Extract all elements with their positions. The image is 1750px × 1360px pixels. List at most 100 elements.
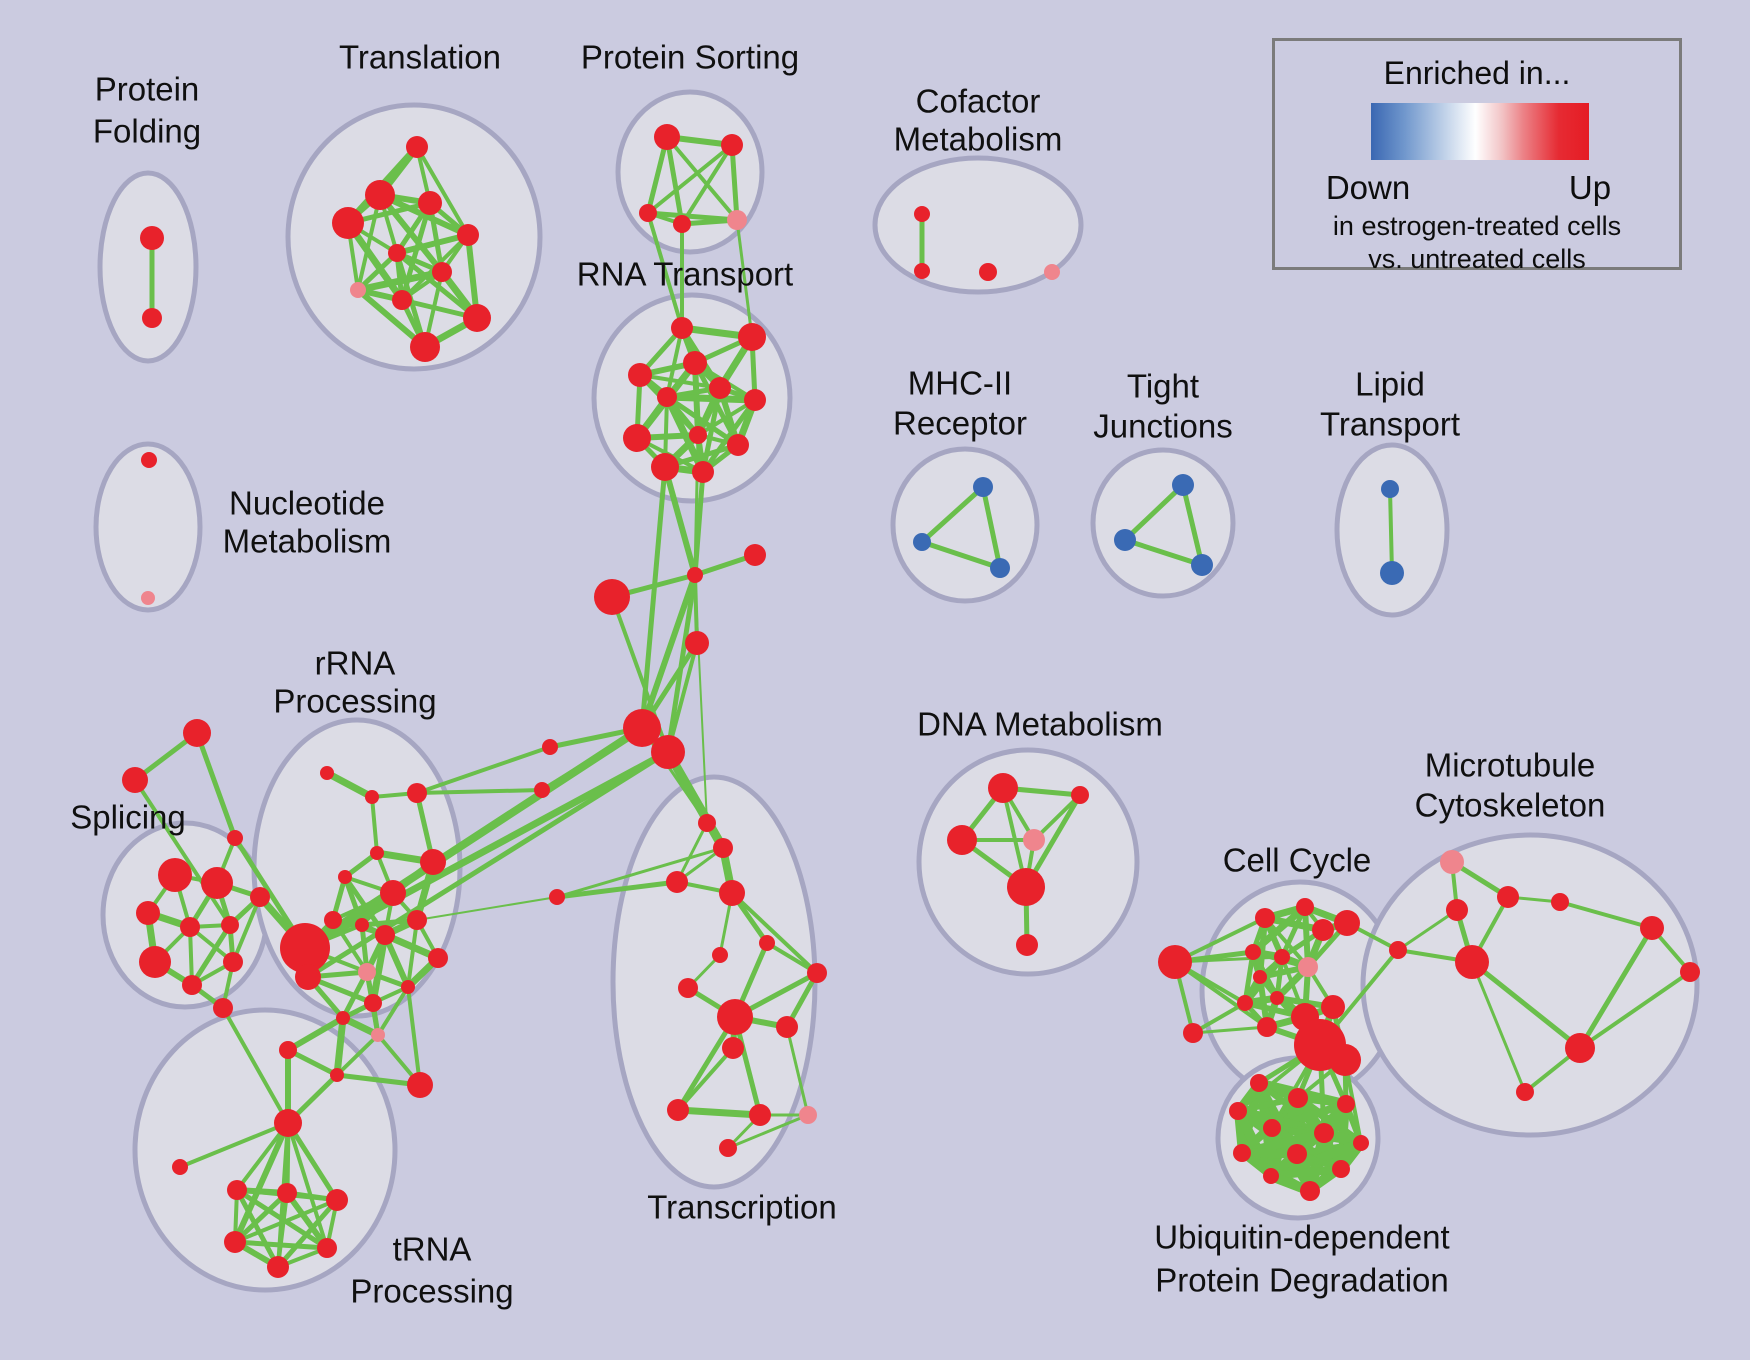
connector-edge <box>1396 908 1459 952</box>
protein-folding-label: Protein <box>95 71 200 108</box>
splicing-rrna-core-edge <box>231 895 262 964</box>
cell-cycle-edge <box>1302 904 1311 970</box>
splicing-rrna-core-edge <box>406 918 419 989</box>
cell-cycle-node <box>1296 898 1314 916</box>
trna-processing-label: Processing <box>350 1273 513 1310</box>
transcription-edge <box>555 846 725 899</box>
protein-sorting-node <box>673 215 691 233</box>
rna-transport-node <box>744 389 766 411</box>
ubiquitin-degradation-node <box>1314 1123 1334 1143</box>
splicing-rrna-core-node <box>355 918 369 932</box>
splicing-rrna-core-node <box>158 858 192 892</box>
connector-edge <box>334 1072 423 1088</box>
cell-cycle-node <box>1257 1017 1277 1037</box>
rna-transport-node <box>683 351 707 375</box>
splicing-rrna-core-edge <box>323 769 376 801</box>
rna-transport-node <box>651 453 679 481</box>
ubiquitin-degradation-label: Protein Degradation <box>1155 1262 1449 1299</box>
connectors-node <box>651 735 685 769</box>
rna-transport-node <box>727 434 749 456</box>
connector-edge <box>662 464 698 578</box>
cell-cycle-edge <box>1279 904 1308 960</box>
cofactor-metabolism-node <box>1044 264 1060 280</box>
dna-metabolism-node <box>1023 829 1045 851</box>
microtubule-cytoskeleton-node <box>1551 893 1569 911</box>
trna-processing-edge <box>285 1120 340 1203</box>
transcription-edge <box>675 821 709 884</box>
rna-transport-node <box>709 377 731 399</box>
translation-node <box>392 290 412 310</box>
microtubule-cytoskeleton-node <box>1497 886 1519 908</box>
cofactor-metabolism-label: Cofactor <box>916 83 1041 120</box>
lipid-transport-label: Lipid <box>1355 366 1425 403</box>
rna-transport-node <box>657 387 677 407</box>
ubiquitin-degradation-node <box>1233 1144 1251 1162</box>
connector-edge <box>666 641 699 754</box>
cofactor-metabolism-node <box>914 206 930 222</box>
rna-transport-edge <box>700 397 758 475</box>
transcription-node <box>799 1106 817 1124</box>
translation-node <box>350 282 366 298</box>
transcription-node <box>666 871 688 893</box>
mhc-ii-receptor-node <box>990 558 1010 578</box>
transcription-edge <box>730 891 819 975</box>
legend-down-label: Down <box>1325 169 1411 206</box>
transcription-node <box>719 1139 737 1157</box>
microtubule-cytoskeleton-edge <box>1578 970 1692 1050</box>
splicing-rrna-core-node <box>401 980 415 994</box>
splicing-rrna-core-edge <box>376 985 410 1037</box>
trna-processing-node <box>326 1189 348 1211</box>
connector-edge <box>305 749 671 980</box>
connector-edge <box>694 574 708 824</box>
splicing-rrna-core-node <box>201 867 233 899</box>
cell-cycle-node <box>1274 949 1290 965</box>
cell-cycle-edge <box>1249 903 1309 956</box>
transcription-edge <box>676 1046 735 1112</box>
splicing-rrna-core-node <box>136 901 160 925</box>
tight-junctions-ellipse <box>1090 447 1236 599</box>
splicing-rrna-core-edge <box>370 795 379 855</box>
connectors-node <box>687 567 703 583</box>
transcription-node <box>667 1099 689 1121</box>
splicing-rrna-core-node <box>295 964 321 990</box>
ubiquitin-degradation-node <box>1263 1168 1279 1184</box>
splicing-rrna-core-node <box>407 1072 433 1098</box>
legend-up-label: Up <box>1568 169 1612 206</box>
rna-transport-node <box>623 424 651 452</box>
rrna-processing-label: rRNA <box>315 645 396 682</box>
trna-processing-edge <box>235 1121 290 1192</box>
connector-edge <box>646 211 684 330</box>
transcription-node <box>698 814 716 832</box>
mhc-ii-receptor-label: Receptor <box>893 405 1027 442</box>
protein-folding-node <box>140 226 164 250</box>
microtubule-cytoskeleton-node <box>1455 945 1489 979</box>
cofactor-metabolism-node <box>914 263 930 279</box>
dna-metabolism-node <box>1071 786 1089 804</box>
legend-subtitle-2: vs. untreated cells <box>1368 244 1586 274</box>
trna-processing-node <box>277 1183 297 1203</box>
connectors-node <box>1158 945 1192 979</box>
transcription-edge <box>726 1113 810 1150</box>
splicing-label: Splicing <box>70 799 186 836</box>
protein-folding-label: Folding <box>93 113 201 150</box>
splicing-rrna-core-node <box>182 975 202 995</box>
ubiquitin-degradation-node <box>1337 1095 1355 1113</box>
splicing-rrna-core-node <box>407 783 427 803</box>
translation-label: Translation <box>339 39 501 76</box>
translation-node <box>457 224 479 246</box>
trna-processing-edge <box>234 1187 281 1270</box>
lipid-transport-label: Transport <box>1320 406 1460 443</box>
transcription-node <box>712 947 728 963</box>
connectors-node <box>623 709 661 747</box>
translation-node <box>388 244 406 262</box>
trna-processing-edge <box>232 1120 291 1245</box>
splicing-rrna-core-node <box>250 887 270 907</box>
connector-edge <box>301 748 672 952</box>
mhc-ii-receptor-label: MHC-II <box>908 365 1012 402</box>
tight-junctions-edge <box>1122 482 1186 543</box>
cofactor-metabolism-label: Metabolism <box>894 121 1063 158</box>
transcription-node <box>776 1016 798 1038</box>
trna-processing-node <box>224 1231 246 1253</box>
protein-sorting-edge <box>646 143 734 215</box>
connector-edge <box>735 218 754 339</box>
